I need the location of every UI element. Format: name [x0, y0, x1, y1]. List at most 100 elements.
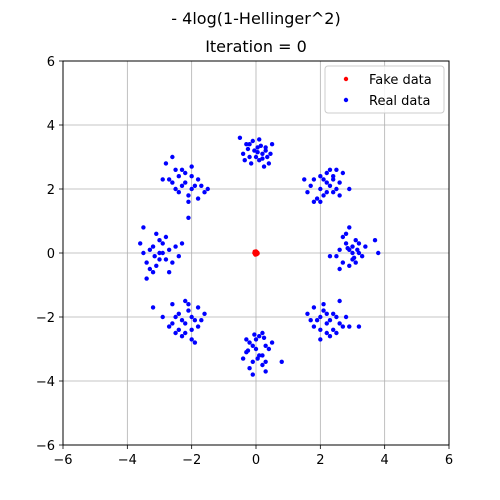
data-point: [269, 142, 275, 147]
data-point: [334, 167, 339, 172]
data-point: [192, 340, 198, 345]
legend-marker-fake: [343, 76, 349, 82]
data-point: [353, 260, 358, 265]
data-point: [261, 335, 267, 340]
data-point: [157, 257, 162, 262]
data-point: [173, 167, 178, 172]
data-point: [324, 170, 329, 176]
data-point: [152, 254, 157, 259]
data-point: [141, 225, 146, 230]
data-point: [331, 327, 336, 332]
data-point: [202, 190, 207, 195]
data-point: [253, 154, 259, 160]
data-point: [318, 327, 323, 332]
data-point: [334, 186, 339, 192]
data-point: [157, 238, 162, 243]
data-point: [356, 324, 362, 329]
chart-subtitle: Iteration = 0: [205, 37, 307, 56]
data-point: [183, 321, 188, 326]
data-point: [337, 247, 342, 252]
data-point: [263, 359, 268, 364]
data-point: [186, 199, 191, 204]
data-point: [163, 257, 169, 262]
data-point: [263, 148, 268, 153]
data-point: [321, 177, 326, 182]
data-point: [324, 180, 329, 185]
data-point: [318, 186, 323, 192]
data-point: [337, 321, 342, 326]
data-point: [257, 334, 262, 339]
data-point: [260, 353, 265, 358]
data-point: [186, 193, 191, 198]
series-fake: [252, 249, 260, 257]
data-point: [269, 340, 275, 345]
data-point: [268, 151, 273, 156]
data-point: [163, 234, 169, 240]
data-point: [327, 334, 333, 339]
data-point: [321, 302, 326, 307]
data-point: [314, 196, 320, 201]
x-tick-label: 6: [445, 453, 453, 468]
data-point: [176, 327, 181, 332]
data-point: [144, 276, 149, 281]
data-point: [302, 177, 307, 182]
data-point: [265, 154, 270, 160]
data-point: [340, 234, 346, 240]
data-point: [308, 318, 313, 323]
data-point: [347, 225, 352, 230]
data-point: [347, 263, 352, 268]
plot-frame: [62, 60, 450, 446]
data-point: [247, 154, 252, 160]
data-point: [150, 244, 156, 249]
data-point: [327, 318, 333, 323]
data-point: [350, 250, 355, 256]
data-point: [311, 305, 317, 310]
data-point: [324, 330, 329, 336]
data-point: [250, 343, 255, 348]
data-point: [160, 250, 165, 256]
x-tick-label: −4: [118, 453, 137, 468]
data-point: [347, 186, 352, 192]
data-point: [337, 298, 342, 304]
axis-ticks: −6 −4 −2 0 2 4 6 −6 −4 −2 0 2 4 6: [36, 55, 453, 468]
data-point: [189, 186, 194, 192]
data-point: [179, 241, 185, 246]
data-point: [324, 321, 329, 326]
data-point: [144, 260, 149, 265]
data-point: [318, 199, 323, 204]
data-point: [179, 167, 185, 172]
series-real: [138, 135, 381, 377]
data-point: [359, 254, 365, 259]
data-point: [252, 148, 257, 153]
data-point: [258, 143, 264, 148]
data-point: [170, 180, 175, 185]
data-point: [186, 215, 191, 220]
data-point: [305, 311, 310, 316]
data-point: [314, 318, 320, 323]
y-tick-label: −6: [36, 439, 55, 454]
data-point: [247, 366, 252, 371]
data-point: [160, 241, 165, 246]
data-point: [183, 298, 188, 304]
data-point: [176, 254, 181, 259]
data-point: [173, 186, 178, 192]
data-point: [253, 337, 259, 342]
data-point: [189, 327, 194, 332]
data-point: [163, 161, 169, 166]
data-point: [331, 190, 336, 195]
data-point: [252, 332, 257, 337]
data-point: [343, 241, 349, 246]
data-point: [202, 311, 207, 316]
data-point: [147, 247, 153, 252]
data-point: [245, 348, 251, 353]
legend-box: [324, 65, 445, 114]
data-point: [343, 314, 349, 320]
legend-label-real: Real data: [369, 94, 430, 109]
data-point: [237, 135, 243, 140]
y-tick-label: 6: [47, 55, 55, 70]
data-point: [154, 231, 159, 236]
data-point: [255, 356, 260, 361]
data-point: [166, 270, 172, 275]
data-point: [318, 174, 323, 179]
